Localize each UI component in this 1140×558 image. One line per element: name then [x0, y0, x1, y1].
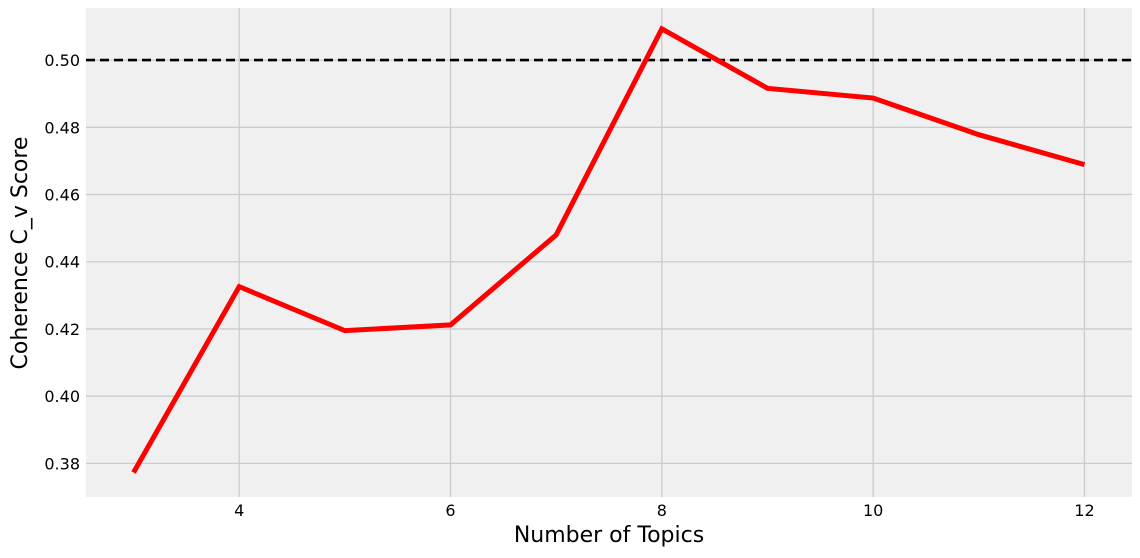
y-axis-title: Coherence C_v Score [8, 137, 33, 370]
y-tick-labels: 0.38 0.40 0.42 0.44 0.46 0.48 0.50 [44, 51, 80, 473]
y-tick-label: 0.40 [44, 387, 80, 406]
y-tick-label: 0.44 [44, 253, 80, 272]
y-tick-label: 0.48 [44, 118, 80, 137]
x-axis-title: Number of Topics [514, 523, 704, 548]
series-group [131, 25, 1086, 474]
x-tick-label: 4 [234, 501, 244, 520]
x-gridlines [238, 8, 1086, 497]
y-tick-label: 0.50 [44, 51, 80, 70]
y-tick-label: 0.46 [44, 186, 80, 205]
plot-area [86, 8, 1132, 497]
x-tick-label: 10 [863, 501, 883, 520]
series-line [131, 25, 1086, 474]
x-tick-labels: 4 6 8 10 12 [234, 501, 1095, 520]
y-tick-label: 0.42 [44, 320, 80, 339]
x-tick-label: 12 [1074, 501, 1094, 520]
x-tick-label: 6 [445, 501, 455, 520]
x-tick-label: 8 [657, 501, 667, 520]
y-tick-label: 0.38 [44, 454, 80, 473]
